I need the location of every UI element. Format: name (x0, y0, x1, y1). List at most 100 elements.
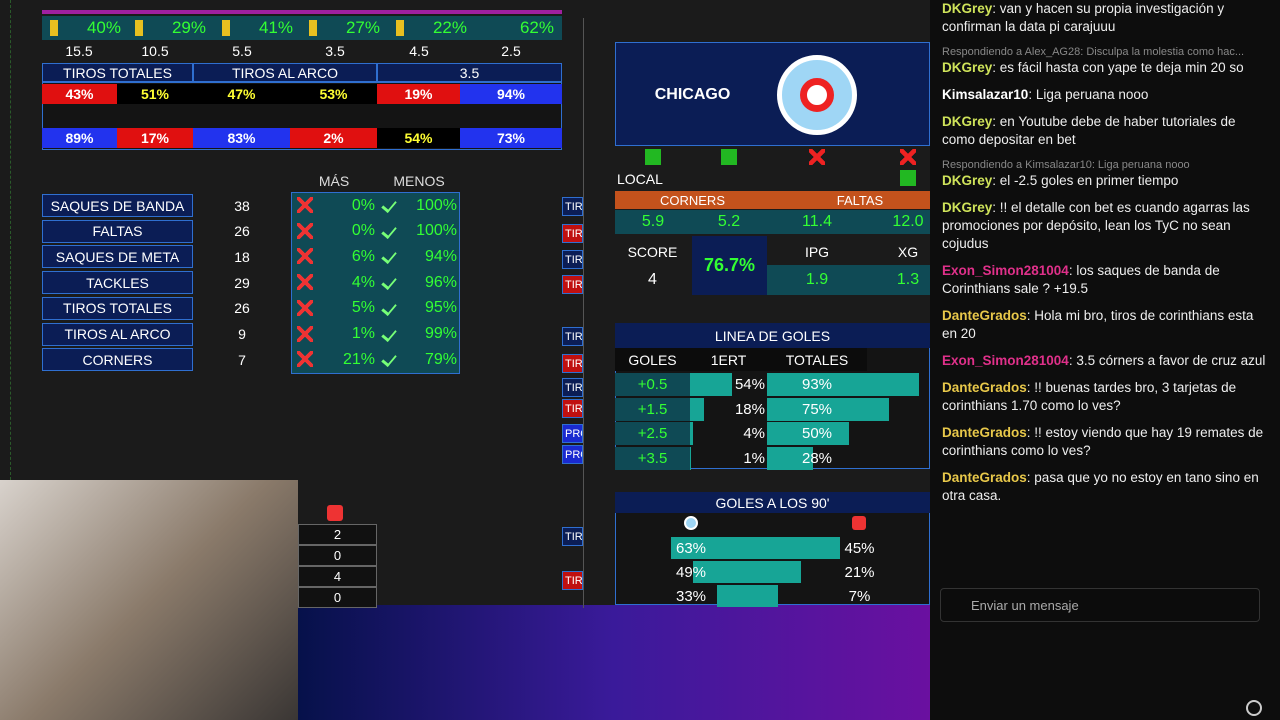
username[interactable]: DanteGrados (942, 308, 1027, 323)
side-label: TIRO (562, 327, 583, 346)
stat-value: 18 (234, 248, 250, 265)
cross-icon (297, 248, 313, 265)
stat-label: CORNERS (42, 348, 193, 372)
bar (671, 537, 767, 559)
side-label: TIRO (562, 224, 583, 243)
side-value: 0 (298, 545, 377, 566)
chat-message: DanteGrados: Hola mi bro, tiros de corin… (942, 307, 1266, 343)
header-text: FALTAS (836, 192, 884, 208)
side-label: PRO (562, 445, 583, 464)
separator: : (1026, 308, 1035, 323)
bar (690, 422, 694, 446)
table-header: 3.5 (377, 63, 562, 82)
xg-label: XG (897, 244, 919, 260)
chat-message: DKGrey: !! el detalle con bet es cuando … (942, 199, 1266, 253)
column-header: MENOS (393, 173, 445, 189)
cross-icon (297, 197, 313, 213)
message-text: Hola mi bro, tiros de corinthians esta e… (942, 308, 1254, 341)
message-text: 3.5 córners a favor de cruz azul (1076, 353, 1266, 368)
username[interactable]: DanteGrados (942, 470, 1027, 485)
bar (767, 561, 802, 583)
separator: : (1068, 263, 1077, 278)
cross-icon (297, 325, 313, 342)
pct-text: 63% (675, 539, 707, 557)
stat-value: 26 (234, 223, 250, 240)
chat-message: DKGrey: en Youtube debe de haber tutoria… (942, 113, 1266, 149)
warning-icon (222, 20, 230, 36)
values-bar (767, 265, 930, 295)
username[interactable]: Exon_Simon281004 (942, 263, 1069, 278)
pct-text: 33% (675, 587, 707, 605)
line-value: 5.5 (232, 43, 252, 59)
side-label: TIRO (562, 275, 583, 294)
check-box (721, 149, 737, 165)
warning-icon (396, 20, 404, 36)
pct-text: 4% (743, 425, 765, 443)
username[interactable]: DKGrey (942, 200, 993, 215)
bar (692, 561, 767, 583)
mas-percent: 0% (351, 196, 375, 214)
username[interactable]: Exon_Simon281004 (942, 353, 1069, 368)
side-label: TIRO (562, 527, 583, 546)
pct-text: 75% (801, 400, 833, 418)
separator: : (1028, 87, 1036, 102)
stats-frame (291, 192, 460, 374)
side-label: TIRO (562, 250, 583, 269)
goal-line: +0.5 (615, 373, 690, 396)
column-header: 1ERT (690, 348, 767, 371)
stat-value: 26 (234, 300, 250, 317)
team-value: 5.9 (641, 213, 665, 230)
stat-value: 7 (238, 351, 246, 368)
chat-message: Exon_Simon281004: los saques de banda de… (942, 262, 1266, 298)
side-value: 0 (298, 587, 377, 608)
username[interactable]: DKGrey (942, 60, 993, 75)
percent-cell: 62% (475, 16, 562, 40)
ipg-label: IPG (804, 244, 830, 260)
pct-text: 45% (844, 539, 875, 557)
cross-icon (297, 274, 313, 291)
username[interactable]: Kimsalazar10 (942, 87, 1029, 102)
away-icon (852, 516, 866, 530)
separator: : (992, 1, 1000, 16)
side-label: TIRO (562, 197, 583, 216)
chat-message: Respondiendo a Kimsalazar10: Liga peruan… (942, 158, 1266, 190)
username[interactable]: DKGrey (942, 1, 993, 16)
chat-input[interactable]: Enviar un mensaje (940, 588, 1260, 622)
check-box (900, 170, 916, 186)
pct-text: 28% (801, 449, 833, 467)
pct-text: 54% (734, 376, 765, 393)
cross-icon (297, 299, 313, 316)
column-header: TOTALES (767, 348, 867, 371)
column-header: MÁS (318, 173, 350, 189)
emoji-button[interactable] (1246, 700, 1262, 716)
cross-icon (297, 351, 313, 368)
stat-value: 29 (234, 274, 250, 291)
table-header: TIROS TOTALES (42, 63, 193, 82)
mas-percent: 6% (351, 247, 375, 265)
mas-percent: 5% (351, 299, 375, 317)
line-value: 2.5 (501, 43, 521, 59)
background-glow (298, 605, 930, 720)
side-label: TIRO (562, 399, 583, 418)
percent-cell: 54% (377, 128, 460, 148)
username[interactable]: DKGrey (942, 114, 993, 129)
home-icon (684, 516, 698, 530)
pct-box: 76.7% (692, 236, 767, 295)
separator: : (992, 114, 1000, 129)
message-text: es fácil hasta con yape te deja min 20 s… (999, 60, 1244, 75)
check-icon (483, 20, 491, 36)
username[interactable]: DanteGrados (942, 425, 1027, 440)
menos-percent: 79% (424, 350, 457, 368)
cross-icon (809, 149, 825, 165)
side-label: TIRO (562, 378, 583, 397)
username[interactable]: DanteGrados (942, 380, 1027, 395)
ipg: 1.9 (805, 271, 829, 288)
webcam (0, 480, 298, 720)
menos-percent: 94% (424, 247, 457, 265)
stat-label: FALTAS (42, 219, 193, 243)
bar (716, 585, 767, 607)
menos-percent: 100% (416, 196, 457, 214)
username[interactable]: DKGrey (942, 173, 993, 188)
team-logo (777, 55, 857, 135)
bar (767, 373, 919, 396)
